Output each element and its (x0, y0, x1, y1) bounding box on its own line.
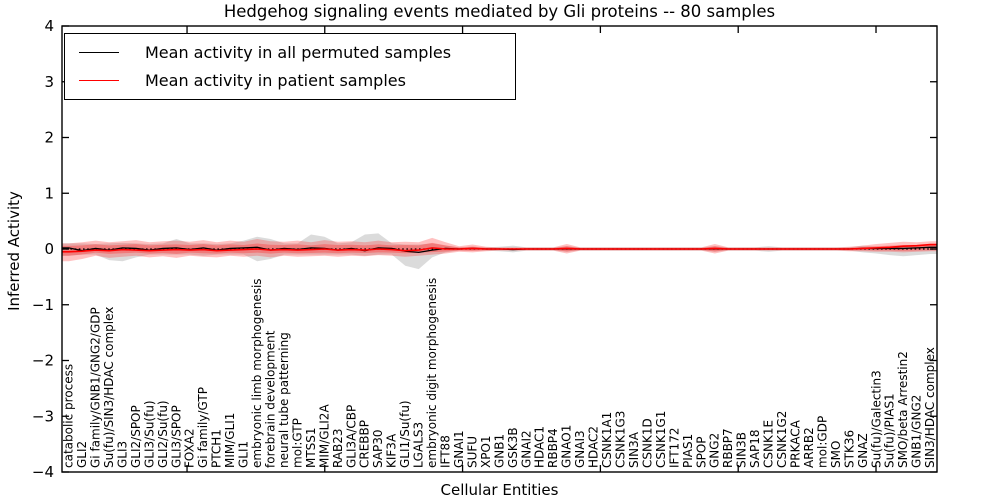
category-label: GNAZ (856, 433, 870, 468)
y-tick-label: 3 (44, 73, 54, 91)
category-label: RAB23 (331, 428, 345, 468)
legend: Mean activity in all permuted samples Me… (64, 33, 516, 100)
category-labels: catabolic process GLI2 Gi family/GNB1/GNG2… (62, 278, 938, 468)
category-label: mol:GTP (290, 418, 304, 468)
category-label: CSNK1D (640, 418, 654, 468)
x-axis-label: Cellular Entities (440, 481, 559, 499)
series-lines (62, 243, 937, 253)
category-label: SUFU (465, 436, 479, 468)
category-label: FOXA2 (183, 428, 197, 468)
y-tick-label: −4 (32, 463, 54, 481)
axis-ticks (62, 25, 937, 473)
category-label: GNB1 (492, 434, 506, 468)
category-label: GLI1/Su(fu) (398, 400, 412, 468)
category-label: CREBBP (358, 420, 372, 468)
category-label: CSNK1G1 (654, 411, 668, 468)
category-label: embryonic limb morphogenesis (250, 278, 264, 468)
category-label: GLI3 (115, 441, 129, 468)
uncertainty-bands (62, 233, 937, 270)
category-label: HDAC2 (587, 426, 601, 468)
category-label: GLI3/SPOP (169, 405, 183, 468)
category-label: RBBP4 (546, 428, 560, 468)
category-label: Gi family/GTP (196, 387, 210, 468)
category-label: CSNK1E (762, 420, 776, 468)
category-label: CSNK1G3 (613, 411, 627, 468)
y-tick-label: −1 (32, 296, 54, 314)
category-label: ARRB2 (802, 427, 816, 468)
category-label: SIN3A (627, 431, 641, 468)
y-tick-label: 1 (44, 184, 54, 202)
category-label: GNAI2 (519, 430, 533, 468)
category-label: Su(fu)/Galectin3 (869, 370, 883, 468)
category-label: Gi family/GNB1/GNG2/GDP (88, 307, 102, 468)
category-label: PIAS1 (681, 434, 695, 468)
category-label: Su(fu)/SIN3/HDAC complex (102, 307, 116, 468)
category-label: PTCH1 (210, 429, 224, 468)
category-label: SAP30 (371, 429, 385, 468)
category-label: IFT172 (667, 428, 681, 468)
category-label: forebrain development (263, 330, 277, 468)
category-label: RBBP7 (721, 428, 735, 468)
category-label: GNAO1 (560, 425, 574, 468)
category-label: GNAI1 (452, 430, 466, 468)
category-label: GLI2 (75, 441, 89, 468)
legend-entry-patient: Mean activity in patient samples (79, 71, 505, 90)
category-label: SIN3B (735, 432, 749, 468)
legend-entry-permuted: Mean activity in all permuted samples (79, 43, 505, 62)
category-label: MTSS1 (304, 427, 318, 468)
legend-label: Mean activity in all permuted samples (145, 43, 452, 62)
category-label: GLI3A/CBP (344, 405, 358, 468)
category-label: LGALS3 (412, 422, 426, 468)
y-tick-label: 2 (44, 129, 54, 147)
y-tick-labels: −4 −3 −2 −1 0 1 2 3 4 (32, 17, 54, 481)
category-label: STK36 (842, 430, 856, 468)
category-label: embryonic digit morphogenesis (425, 278, 439, 468)
category-label: KIF3A (385, 433, 399, 468)
permuted-sample-range-band (62, 233, 937, 270)
category-label: GLI2/Su(fu) (156, 400, 170, 468)
category-label: IFT88 (438, 435, 452, 468)
y-tick-label: 0 (44, 240, 54, 258)
y-axis-label: Inferred Activity (5, 191, 23, 311)
category-label: PRKACA (788, 419, 802, 468)
y-tick-label: −3 (32, 407, 54, 425)
patient-line-sample-icon (79, 80, 119, 81)
category-label: Su(fu)/PIAS1 (883, 393, 897, 468)
category-label: GLI1 (237, 441, 251, 468)
category-label: neural tube patterning (277, 332, 291, 468)
y-tick-label: −2 (32, 352, 54, 370)
category-label: CSNK1G2 (775, 411, 789, 468)
legend-label: Mean activity in patient samples (145, 71, 406, 90)
category-label: GLI2/SPOP (129, 405, 143, 468)
series-line (62, 243, 937, 253)
category-label: SMO/beta Arrestin2 (896, 351, 910, 468)
category-label: GLI3/Su(fu) (142, 400, 156, 468)
category-label: GNAI3 (573, 430, 587, 468)
category-label: MIM/GLI2A (317, 404, 331, 468)
category-label: SAP18 (748, 429, 762, 468)
category-label: catabolic process (62, 364, 76, 468)
category-label: CSNK1A1 (600, 412, 614, 468)
category-label: HDAC1 (533, 426, 547, 468)
permuted-line-sample-icon (79, 52, 119, 53)
category-label: GSK3B (506, 427, 520, 468)
y-tick-label: 4 (44, 17, 54, 35)
category-label: SPOP (694, 436, 708, 468)
category-label: MIM/GLI1 (223, 413, 237, 468)
category-label: mol:GDP (815, 416, 829, 468)
category-label: GNB1/GNG2 (910, 395, 924, 468)
chart-title: Hedgehog signaling events mediated by Gl… (223, 2, 776, 21)
category-label: XPO1 (479, 435, 493, 468)
category-label: GNG2 (708, 433, 722, 468)
category-label: SMO (829, 441, 843, 468)
category-label: SIN3/HDAC complex (923, 347, 937, 468)
